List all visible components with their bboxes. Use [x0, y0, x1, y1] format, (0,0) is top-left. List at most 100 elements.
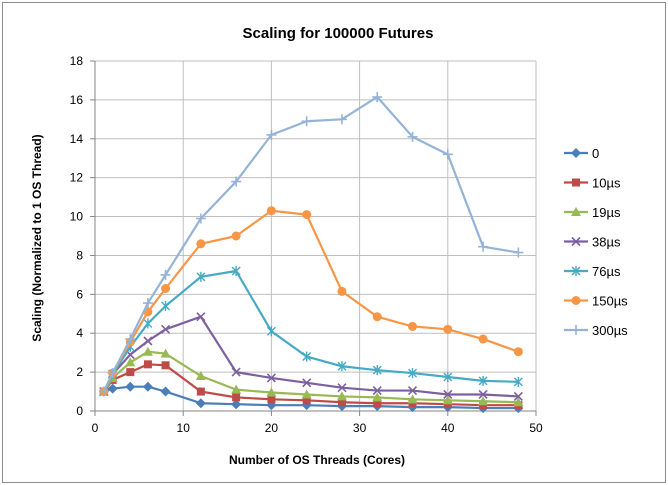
- y-tick-label: 16: [70, 93, 84, 107]
- series-0: [98, 381, 524, 414]
- y-tick-label: 0: [76, 404, 83, 418]
- legend-marker: [571, 148, 581, 158]
- data-point: [337, 383, 347, 393]
- data-point: [143, 336, 153, 346]
- data-point: [407, 394, 418, 404]
- data-point: [266, 206, 276, 216]
- data-point: [161, 301, 171, 311]
- data-point: [160, 348, 171, 358]
- data-point: [196, 239, 206, 249]
- legend-item: 150µs: [564, 294, 628, 309]
- data-point: [372, 365, 382, 376]
- legend-label: 150µs: [592, 294, 628, 309]
- y-tick-label: 12: [70, 171, 84, 185]
- y-tick-label: 6: [76, 287, 83, 301]
- data-point: [513, 247, 524, 258]
- data-point: [160, 386, 171, 397]
- data-point: [336, 391, 347, 401]
- data-point: [232, 393, 241, 402]
- data-point: [161, 284, 171, 293]
- legend-label: 19µs: [592, 205, 621, 220]
- data-point: [231, 266, 241, 276]
- data-point: [231, 231, 241, 241]
- data-point: [478, 375, 488, 386]
- data-point: [266, 326, 276, 337]
- data-point: [301, 116, 312, 127]
- data-point: [195, 398, 206, 409]
- data-point: [195, 371, 206, 380]
- data-point: [266, 387, 277, 397]
- y-tick-labels: 0 2 4 6 8 10 12 14 16 18: [70, 54, 84, 418]
- legend-label: 10µs: [592, 176, 621, 191]
- legend-label: 76µs: [592, 264, 621, 279]
- data-point: [195, 213, 206, 224]
- data-point: [125, 334, 136, 345]
- series-4: [99, 266, 523, 397]
- y-tick-label: 14: [70, 132, 84, 146]
- data-point: [513, 391, 523, 401]
- x-tick-label: 0: [92, 421, 99, 435]
- data-point: [231, 384, 242, 394]
- legend-marker: [571, 207, 581, 216]
- y-tick-label: 18: [70, 54, 84, 68]
- data-point: [443, 371, 453, 382]
- data-point: [143, 318, 153, 329]
- data-point: [373, 399, 382, 408]
- data-point: [160, 269, 171, 280]
- data-point: [337, 398, 346, 407]
- data-point: [478, 241, 489, 252]
- legend-marker: [571, 236, 581, 247]
- axes: [90, 60, 537, 416]
- data-point: [336, 114, 347, 125]
- x-axis-label: Number of OS Threads (Cores): [229, 453, 405, 467]
- data-point: [196, 271, 206, 282]
- legend-marker: [571, 266, 581, 276]
- series-lines: [98, 91, 524, 414]
- legend-marker: [571, 296, 581, 305]
- data-point: [442, 149, 453, 160]
- series-6: [98, 91, 524, 397]
- data-point: [408, 368, 418, 379]
- data-point: [231, 367, 241, 377]
- data-point: [142, 298, 153, 309]
- data-point: [107, 368, 118, 379]
- data-point: [513, 397, 524, 407]
- data-point: [160, 324, 171, 334]
- data-point: [98, 386, 109, 397]
- legend-item: 10µs: [564, 176, 621, 191]
- y-tick-label: 2: [76, 365, 83, 379]
- data-point: [478, 334, 488, 344]
- legend-label: 300µs: [592, 323, 628, 338]
- series-2: [98, 346, 524, 407]
- data-point: [372, 91, 383, 102]
- data-point: [143, 360, 152, 369]
- data-point: [337, 361, 347, 372]
- series-line: [102, 363, 519, 407]
- data-point: [302, 210, 312, 220]
- data-point: [302, 351, 312, 362]
- legend-marker: [571, 325, 581, 335]
- line-chart: Scaling for 100000 Futures 0 10 20 30 40 50 0…: [30, 25, 628, 467]
- data-point: [407, 386, 418, 396]
- legend-item: 300µs: [564, 323, 628, 338]
- x-tick-label: 50: [529, 421, 543, 435]
- data-point: [266, 373, 276, 383]
- legend-item: 0: [564, 146, 599, 161]
- data-point: [125, 357, 136, 367]
- x-tick-label: 30: [353, 421, 367, 435]
- data-point: [126, 368, 135, 377]
- x-tick-labels: 0 10 20 30 40 50: [92, 421, 543, 435]
- legend-label: 38µs: [592, 235, 621, 250]
- data-point: [443, 389, 453, 400]
- y-tick-label: 4: [76, 326, 83, 340]
- x-tick-label: 10: [177, 421, 191, 435]
- data-point: [142, 346, 153, 356]
- data-point: [302, 396, 311, 405]
- data-point: [107, 383, 118, 394]
- x-tick-label: 40: [441, 421, 455, 435]
- data-point: [231, 399, 242, 410]
- y-tick-label: 8: [76, 248, 83, 262]
- data-point: [266, 129, 277, 140]
- series-5: [99, 206, 523, 397]
